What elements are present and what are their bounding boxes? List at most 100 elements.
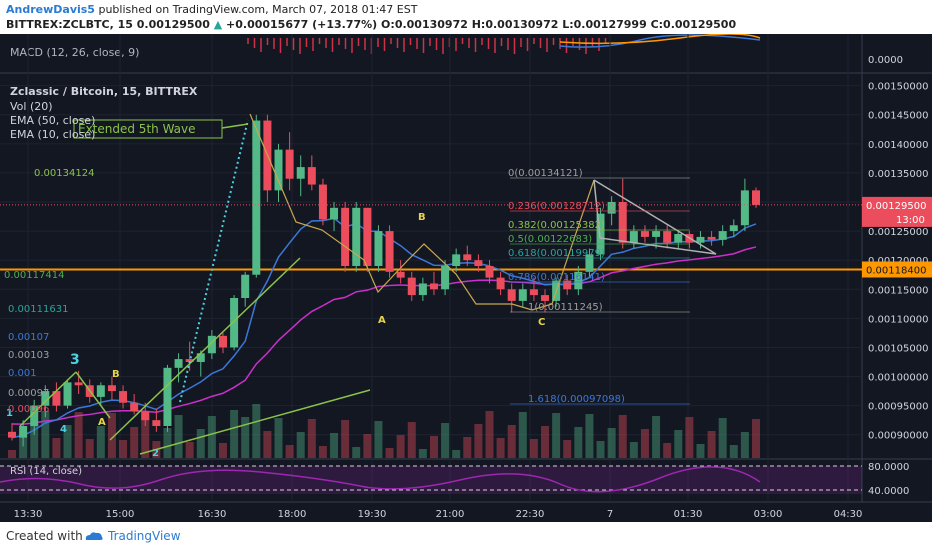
last-price-tag (862, 196, 932, 227)
candle-body (63, 382, 72, 406)
volume-bar (163, 428, 172, 458)
price-tick-label: 0.00110000 (868, 314, 928, 325)
volume-bar (274, 418, 283, 458)
partial-fib-label: 0.00103 (8, 350, 49, 361)
volume-bar (330, 433, 339, 458)
trend-line (19, 371, 77, 427)
candle-body (541, 295, 550, 301)
chart-area[interactable]: MACD (12, 26, close, 9) 0.0000 0.00150000 0… (0, 33, 932, 522)
candle-body (740, 190, 749, 226)
time-tick-label: 18:00 (278, 509, 307, 520)
candle-body (152, 420, 161, 426)
volume-bar (207, 416, 216, 458)
candle-body (207, 335, 216, 354)
volume-bar (374, 421, 383, 458)
partial-fib-label: 0.00134124 (34, 168, 94, 179)
candle-body (729, 225, 738, 232)
time-tick-label: 01:30 (674, 509, 703, 520)
candle-body (74, 382, 83, 386)
time-tick-label: 21:00 (436, 509, 465, 520)
partial-fib-label: 0.00107 (8, 332, 49, 343)
wave-label: 3 (70, 352, 80, 368)
price-tick-label: 0.00135000 (868, 169, 928, 180)
time-tick-label: 03:00 (754, 509, 783, 520)
chart-svg[interactable]: MACD (12, 26, close, 9) 0.0000 0.00150000 0… (0, 33, 932, 522)
fib-level-label: 0.5(0.00122683) (508, 234, 592, 245)
candle-body (174, 359, 183, 368)
volume-bar (640, 429, 649, 458)
price-tick-label: 0.00125000 (868, 227, 928, 238)
horizontal-level-tag (862, 261, 932, 278)
last-price-label: 0.00129500 (866, 201, 926, 212)
volume-bar (296, 432, 305, 458)
high-value: 0.00130972 (485, 18, 559, 31)
candle-body (496, 277, 505, 290)
volume-bar (74, 412, 83, 458)
author-link[interactable]: AndrewDavis5 (6, 3, 95, 16)
countdown-label: 13:00 (896, 215, 925, 226)
trend-line (75, 371, 111, 419)
wave-label: B (112, 369, 120, 380)
candle-body (385, 231, 394, 272)
candle-body (429, 283, 438, 290)
fib-level-label: 1.618(0.00097098) (528, 394, 625, 405)
candle-body (341, 207, 350, 266)
volume-bar (363, 434, 372, 458)
volume-bar (674, 430, 683, 458)
volume-bar (452, 450, 461, 458)
wave-callout-box (73, 119, 223, 139)
candle-body (718, 231, 727, 240)
candle-body (507, 289, 516, 301)
wave-zigzag (249, 113, 595, 311)
volume-bar (130, 427, 139, 458)
volume-bar (485, 411, 494, 458)
volume-bar (518, 412, 527, 458)
volume-bar (230, 410, 239, 458)
wave-label: 1 (6, 408, 13, 419)
candle-body (563, 280, 572, 290)
volume-bar (663, 443, 672, 458)
candle-body (185, 359, 194, 362)
candle-body (252, 120, 261, 275)
volume-bar (385, 448, 394, 458)
volume-bar (729, 445, 738, 458)
last-price: 0.00129500 (136, 18, 210, 31)
candle-body (518, 289, 527, 301)
tradingview-brand[interactable]: TradingView (108, 529, 181, 543)
trend-line (139, 389, 371, 455)
candle-body (96, 385, 105, 397)
volume-bar (574, 427, 583, 458)
partial-fib-label: 0.00097 (8, 388, 49, 399)
volume-bar (30, 424, 39, 458)
rsi-tick-label: 40.0000 (868, 486, 909, 497)
volume-bar (307, 419, 316, 458)
close-value: 0.00129500 (663, 18, 737, 31)
fib-level-label: 0.382(0.00125382) (508, 220, 605, 231)
chart-header: AndrewDavis5 published on TradingView.co… (0, 0, 932, 34)
partial-fib-label: 0.00096 (8, 404, 49, 415)
candle-body (374, 231, 383, 266)
candle-body (141, 411, 150, 421)
volume-bar (285, 445, 294, 458)
volume-bar (607, 428, 616, 458)
candle-body (318, 184, 327, 220)
rsi-legend: RSI (14, close) (10, 466, 82, 477)
candle-body (752, 190, 760, 205)
trend-line (109, 257, 301, 441)
candle-body (596, 213, 605, 255)
volume-bar (718, 418, 727, 458)
candle-body (8, 431, 16, 438)
volume-bar (318, 446, 327, 458)
macd-signal-line (559, 33, 761, 45)
candle-body (296, 167, 305, 179)
price-tick-label: 0.00115000 (868, 285, 928, 296)
candle-body (107, 385, 116, 392)
price-tick-label: 0.00090000 (868, 431, 928, 442)
price-change: +0.00015677 (+13.77%) (226, 18, 378, 31)
price-tick-label: 0.00105000 (868, 343, 928, 354)
main-legend-item: Vol (20) (10, 100, 53, 113)
volume-bar (218, 443, 227, 458)
volume-bar (585, 414, 594, 458)
up-triangle-icon: ▲ (213, 18, 223, 31)
wave-label: A (378, 315, 386, 326)
